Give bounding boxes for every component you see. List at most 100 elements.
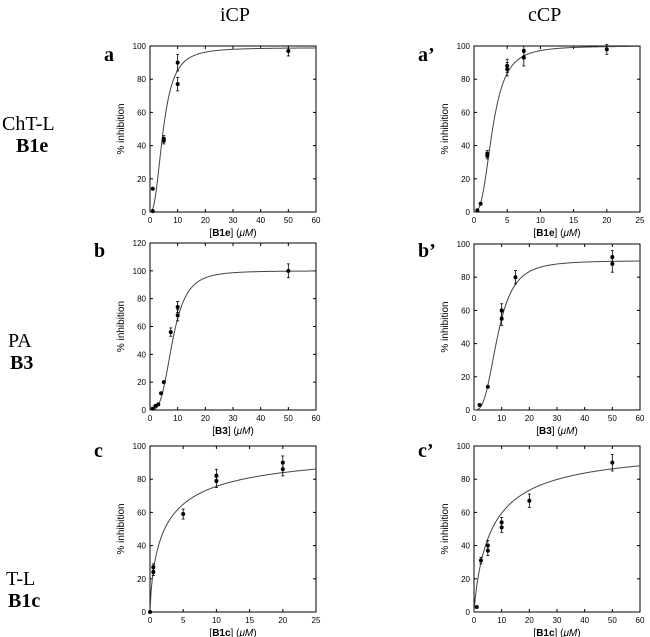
data-point: [505, 63, 510, 68]
y-tick-label: 40: [137, 350, 146, 359]
y-tick-label: 20: [137, 175, 146, 184]
data-point: [168, 330, 173, 335]
fit-curve: [149, 47, 316, 213]
x-axis-label: [B3] (μM): [212, 426, 254, 437]
y-tick-label: 100: [133, 267, 147, 276]
x-tick-label: 0: [148, 414, 153, 423]
panel-letter-b-prime: b’: [418, 240, 436, 262]
y-tick-label: 60: [137, 323, 146, 332]
data-point: [175, 313, 180, 318]
x-tick-label: 25: [312, 616, 321, 625]
x-axis-label: [B3] (μM): [536, 426, 578, 437]
data-point: [477, 403, 482, 408]
data-point: [478, 201, 483, 206]
data-point: [161, 380, 166, 385]
panel-b: 0 10 20 30 40 50 60 0 20 40 60 80 100 120 % inhibition…: [116, 239, 321, 437]
y-tick-label: 60: [461, 306, 470, 315]
y-tick-label: 20: [461, 175, 470, 184]
y-axis-label: % inhibition: [116, 103, 127, 154]
x-tick-label: 10: [173, 414, 182, 423]
fit-curve: [473, 465, 641, 613]
data-point: [150, 406, 155, 411]
y-tick-label: 20: [137, 575, 146, 584]
y-tick-label: 0: [142, 406, 147, 415]
fit-curve: [473, 260, 641, 411]
fit-curve: [149, 270, 316, 411]
x-tick-label: 20: [525, 616, 534, 625]
data-point: [280, 460, 285, 465]
data-point: [610, 460, 615, 465]
data-point: [150, 186, 155, 191]
data-point: [150, 209, 155, 214]
x-tick-label: 10: [173, 216, 182, 225]
data-point: [513, 275, 518, 280]
x-tick-label: 30: [229, 414, 238, 423]
panel-letter-b: b: [94, 240, 106, 262]
column-title-icp: iCP: [220, 4, 251, 26]
y-tick-label: 0: [142, 208, 147, 217]
panel-letter-a: a: [104, 44, 114, 66]
y-tick-label: 0: [466, 406, 471, 415]
y-tick-label: 80: [137, 75, 146, 84]
data-point: [181, 512, 186, 517]
x-tick-label: 50: [284, 414, 293, 423]
x-tick-label: 10: [497, 414, 506, 423]
y-tick-label: 40: [137, 142, 146, 151]
row-label-3-compound: B1c: [8, 590, 41, 612]
y-tick-label: 120: [133, 239, 147, 248]
panel-c2: 0 10 20 30 40 50 60 0 20 40 60 80 100 % inhibition [B1…: [440, 442, 645, 637]
data-point: [521, 48, 526, 53]
x-axis-label: [B1c] (μM): [533, 628, 580, 637]
x-tick-label: 5: [505, 216, 510, 225]
fit-curve: [473, 45, 641, 213]
data-point: [175, 60, 180, 65]
data-point: [610, 255, 615, 260]
x-tick-label: 20: [525, 414, 534, 423]
x-tick-label: 40: [256, 414, 265, 423]
data-point: [286, 268, 291, 273]
x-tick-label: 20: [201, 414, 210, 423]
y-tick-label: 80: [461, 273, 470, 282]
panel-letter-c: c: [94, 440, 103, 462]
x-tick-label: 5: [181, 616, 186, 625]
x-tick-label: 0: [148, 216, 153, 225]
y-tick-label: 80: [461, 75, 470, 84]
y-tick-label: 0: [142, 608, 147, 617]
y-tick-label: 60: [461, 108, 470, 117]
x-tick-label: 20: [278, 616, 287, 625]
panel-letter-a-prime: a’: [418, 44, 435, 66]
y-tick-label: 80: [461, 475, 470, 484]
x-tick-label: 30: [553, 414, 562, 423]
y-tick-label: 40: [461, 142, 470, 151]
y-tick-label: 40: [461, 542, 470, 551]
y-tick-label: 100: [457, 240, 471, 249]
data-point: [148, 610, 152, 614]
x-tick-label: 60: [636, 414, 645, 423]
x-tick-label: 40: [256, 216, 265, 225]
x-tick-label: 25: [636, 216, 645, 225]
panel-letter-c-prime: c’: [418, 440, 434, 462]
x-axis-label: [B1e] (μM): [533, 228, 580, 239]
x-tick-label: 0: [472, 414, 477, 423]
panel-a2: 0 5 10 15 20 25 0 20 40 60 80 100 % inhibition [B1e] …: [440, 42, 645, 239]
x-tick-label: 20: [602, 216, 611, 225]
y-tick-label: 60: [137, 508, 146, 517]
x-tick-label: 0: [472, 616, 477, 625]
y-axis-label: % inhibition: [116, 301, 127, 352]
data-point: [156, 402, 161, 407]
x-tick-label: 60: [312, 216, 321, 225]
plot-frame: [149, 445, 317, 613]
row-label-1: ChT-L B1e: [2, 113, 55, 157]
x-tick-label: 10: [536, 216, 545, 225]
plot-frame: [149, 45, 317, 213]
y-axis-label: % inhibition: [440, 301, 451, 352]
data-point: [604, 47, 609, 52]
y-tick-label: 20: [461, 575, 470, 584]
row-label-2: PA B3: [8, 330, 33, 374]
x-tick-label: 0: [472, 216, 477, 225]
panel-b2: 0 10 20 30 40 50 60 0 20 40 60 80 100 % inhibition [B3…: [440, 240, 645, 437]
data-point: [475, 208, 480, 213]
y-tick-label: 80: [137, 295, 146, 304]
panel-c: 0 5 10 15 20 25 0 20 40 60 80 100 % inhibition [B1c] …: [116, 442, 321, 637]
